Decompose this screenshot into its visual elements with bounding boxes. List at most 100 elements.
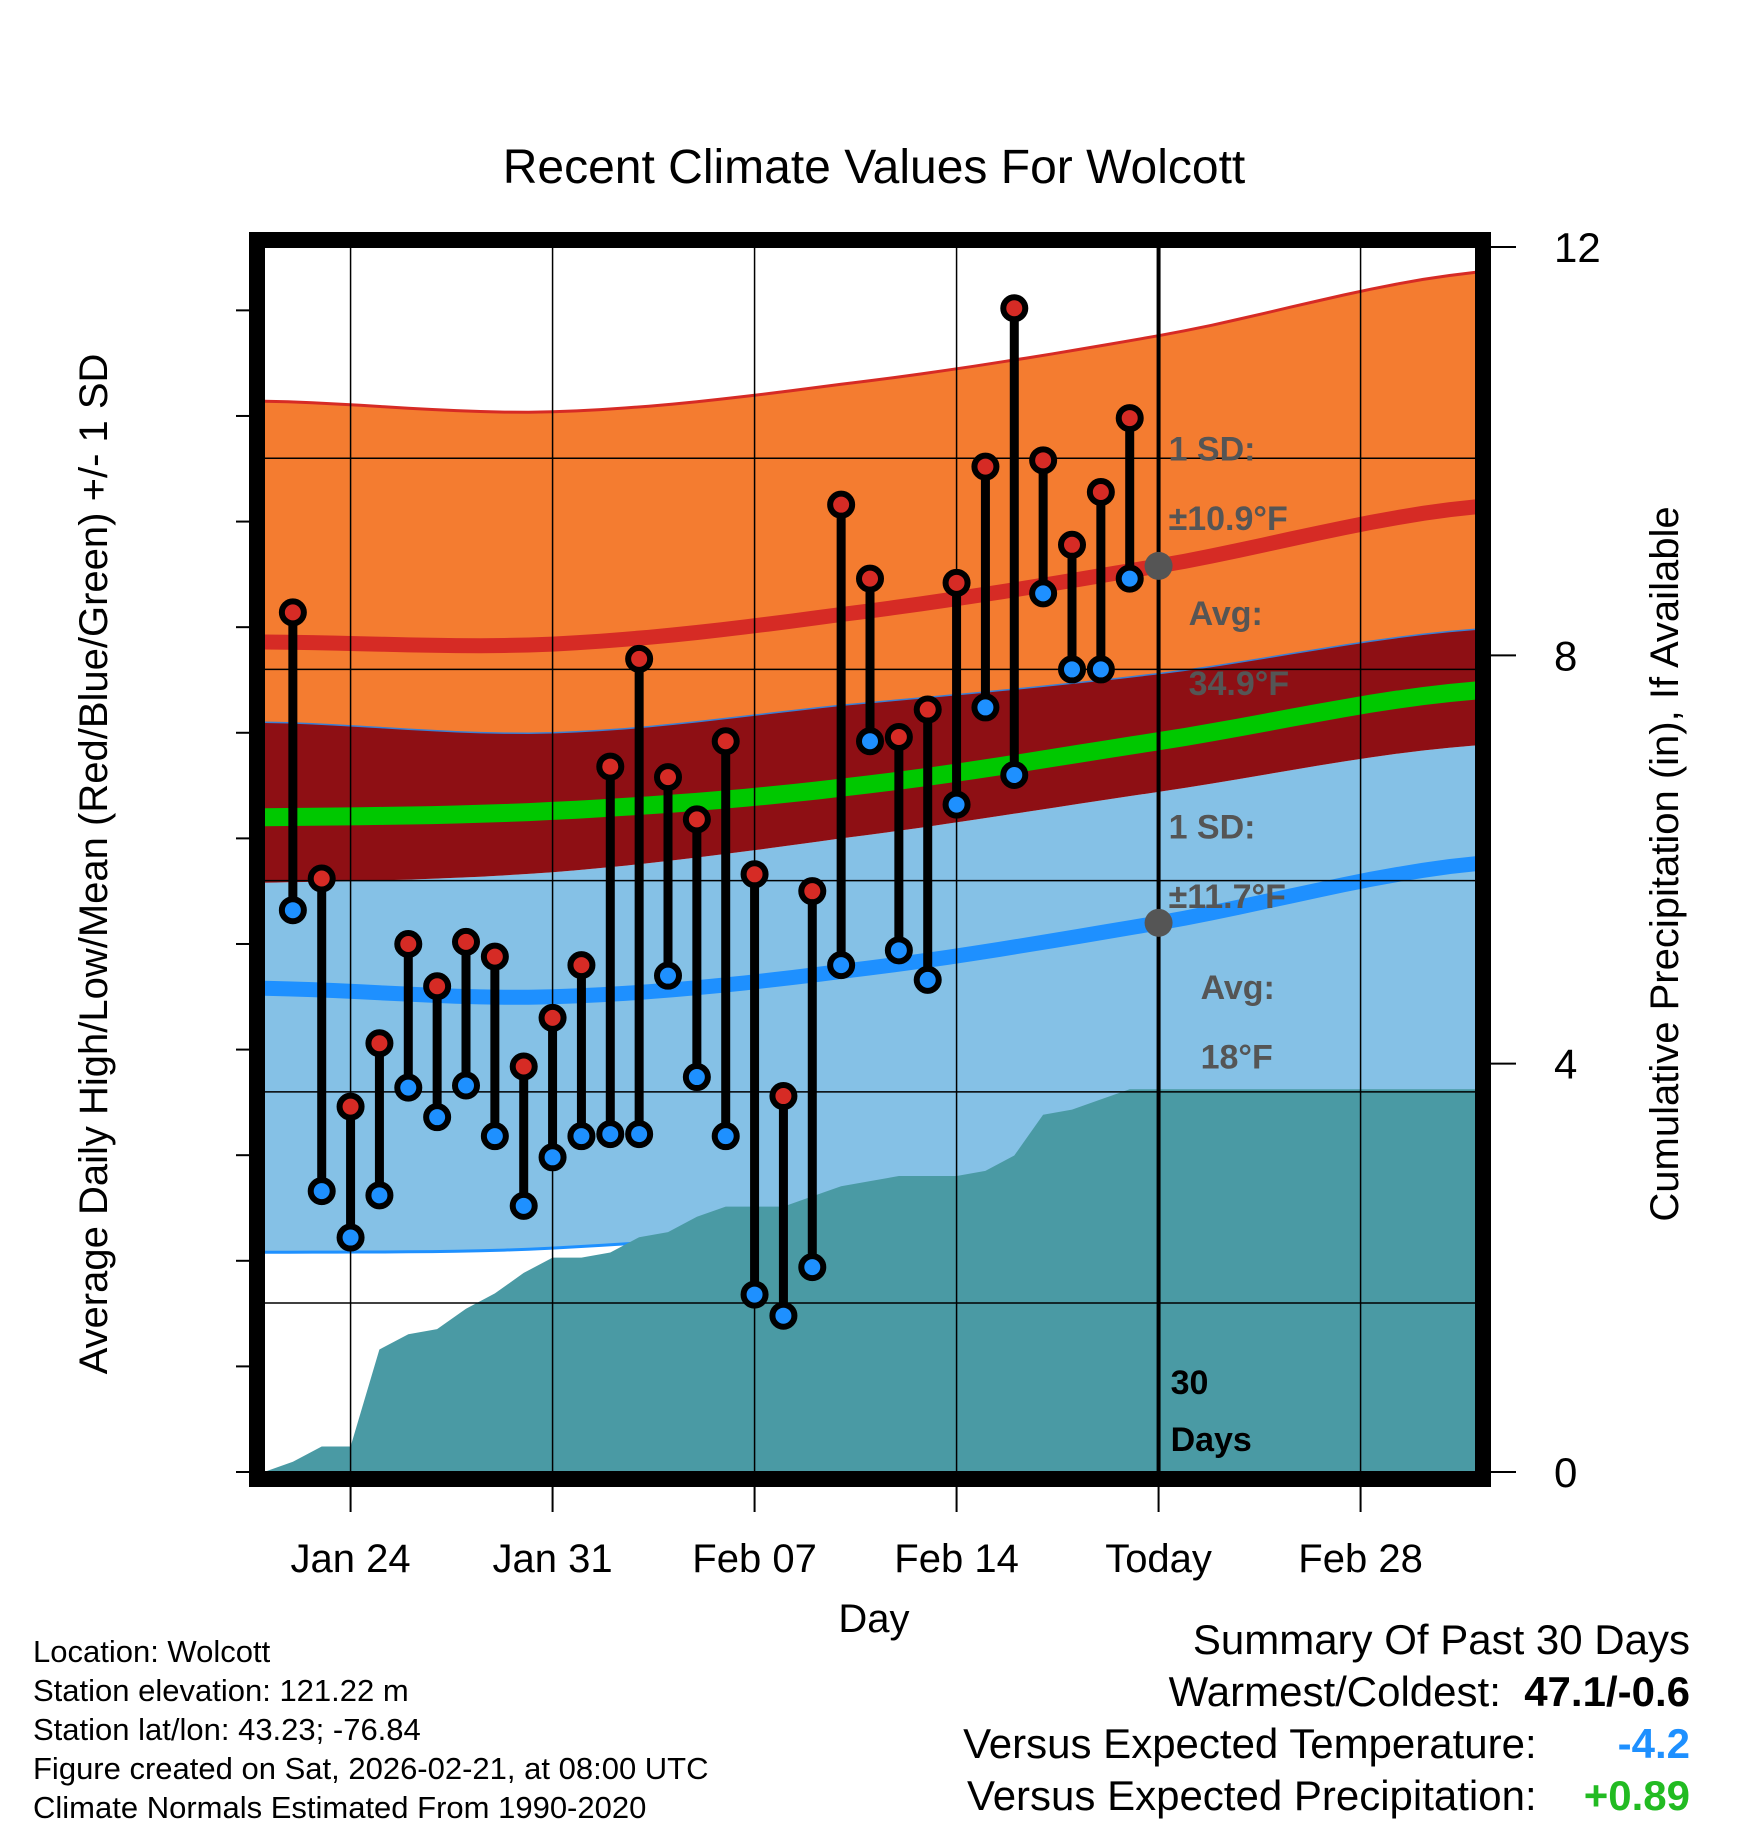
daily-low-point [307,1177,336,1206]
daily-low-point [711,1122,740,1151]
daily-high-point [567,951,596,980]
daily-high-point [827,490,856,519]
daily-low-point [913,965,942,994]
daily-low-point [625,1120,654,1149]
daily-low-point [1058,655,1086,684]
info-elevation: Station elevation: 121.22 m [33,1673,409,1708]
daily-high-point [1000,294,1029,323]
daily-high-point [452,927,480,956]
daily-low-point [1029,579,1058,608]
y-axis-label-right: Cumulative Precipitation (in), If Availa… [1643,506,1687,1221]
daily-high-point [1029,446,1058,475]
high-sd-band [264,272,1476,734]
daily-low-point [884,936,913,965]
low-sd-value: ±11.7°F [1169,878,1286,916]
summary-panel: Summary Of Past 30 Days Warmest/Coldest:… [963,1614,1690,1822]
summary-temp-row: Versus Expected Temperature: -4.2 [963,1718,1690,1770]
daily-high-point [538,1003,567,1032]
station-info: Location: Wolcott Station elevation: 121… [33,1632,709,1827]
today-days-count: 30 [1171,1364,1209,1402]
daily-low-point [596,1120,625,1149]
daily-low-point [971,693,1000,722]
daily-high-point [278,598,307,627]
daily-high-point [509,1052,538,1081]
daily-low-point [1086,655,1115,684]
daily-low-point [856,727,884,756]
daily-high-point [856,564,884,593]
info-created: Figure created on Sat, 2026-02-21, at 08… [33,1751,709,1786]
x-axis-label: Day [838,1597,909,1641]
y-tick-label-right: 0 [1554,1449,1577,1496]
info-normals: Climate Normals Estimated From 1990-2020 [33,1790,647,1825]
daily-low-point [654,961,682,990]
daily-low-point [423,1103,452,1132]
daily-high-point [1115,404,1144,433]
daily-low-point [480,1122,509,1151]
x-tick-label: Jan 31 [493,1537,613,1581]
info-latlon: Station lat/lon: 43.23; -76.84 [33,1712,421,1747]
summary-precip-label: Versus Expected Precipitation: [967,1772,1537,1819]
daily-high-point [596,752,625,781]
summary-temp-value: -4.2 [1617,1720,1690,1767]
daily-high-point [1058,530,1086,559]
low-avg-title: Avg: [1201,969,1275,1007]
summary-precip-value: +0.89 [1583,1772,1690,1819]
x-tick-label: Today [1105,1537,1212,1581]
daily-high-point [625,644,654,673]
today-days-label: Days [1171,1421,1252,1459]
daily-low-point [452,1071,480,1100]
summary-temp-label: Versus Expected Temperature: [963,1720,1537,1767]
daily-low-point [769,1301,798,1330]
daily-high-point [769,1082,798,1111]
summary-warmest-row: Warmest/Coldest: 47.1/-0.6 [963,1666,1690,1718]
summary-warmest-value: 47.1/-0.6 [1524,1668,1690,1715]
daily-low-point [740,1280,769,1309]
summary-warmest-label: Warmest/Coldest: [1168,1668,1501,1715]
daily-low-point [336,1223,365,1252]
daily-high-point [423,972,452,1001]
precip-area [264,1089,1476,1472]
daily-high-point [394,929,423,958]
daily-low-point [682,1063,711,1092]
high-sd-title: 1 SD: [1169,430,1256,468]
high-avg-title: Avg: [1189,595,1263,633]
daily-high-point [740,860,769,889]
y-tick-label-right: 12 [1554,224,1601,271]
chart-title: Recent Climate Values For Wolcott [503,141,1246,194]
daily-low-point [538,1143,567,1172]
daily-high-point [480,942,509,971]
mean-band [264,629,1476,883]
y-axis-label-left: Average Daily High/Low/Mean (Red/Blue/Gr… [72,354,116,1375]
summary-title: Summary Of Past 30 Days [1192,1616,1690,1663]
daily-low-point [1115,564,1144,593]
daily-high-point [711,727,740,756]
y-tick-label-right: 4 [1554,1041,1577,1088]
x-tick-label: Jan 24 [291,1537,411,1581]
daily-high-point [884,723,913,751]
daily-high-point [654,763,682,792]
daily-low-point [827,951,856,980]
daily-low-point [567,1122,596,1151]
high-upper-sd-line [263,270,1477,414]
daily-low-point [1000,761,1029,790]
daily-low-point [509,1191,538,1220]
daily-high-point [942,568,971,597]
daily-high-point [682,805,711,834]
summary-precip-row: Versus Expected Precipitation: +0.89 [963,1770,1690,1822]
low-avg-marker [1144,908,1173,937]
y-tick-label-right: 8 [1554,632,1577,679]
high-avg-value: 34.9°F [1189,665,1290,703]
daily-low-point [942,790,971,819]
x-tick-label: Feb 07 [692,1537,817,1581]
daily-low-point [394,1073,423,1102]
daily-high-point [971,452,1000,481]
high-avg-marker [1144,551,1173,580]
x-tick-label: Feb 14 [894,1537,1019,1581]
daily-low-point [278,896,307,925]
daily-low-point [798,1253,827,1282]
low-sd-title: 1 SD: [1169,808,1256,846]
daily-high-point [307,864,336,893]
daily-high-point [365,1029,394,1058]
info-location: Location: Wolcott [33,1634,271,1669]
